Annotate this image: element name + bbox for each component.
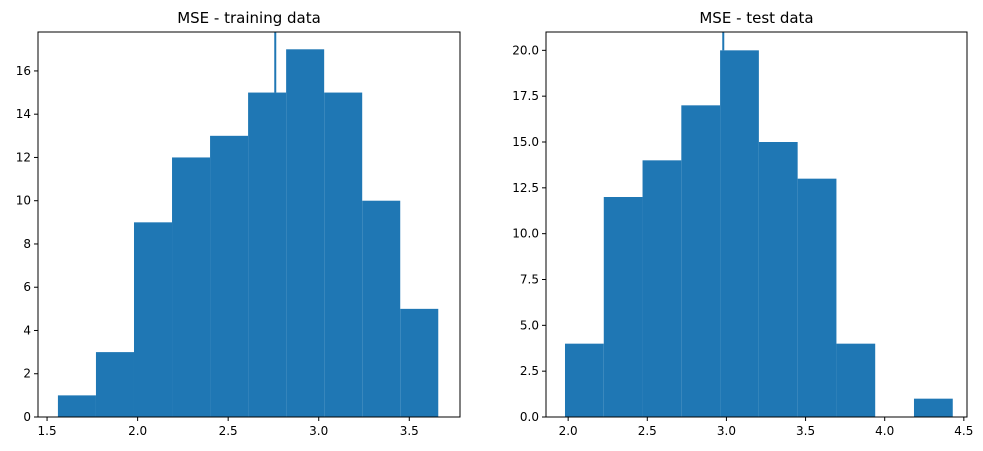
training-bar-6 — [286, 49, 325, 417]
test-bar-3 — [681, 105, 721, 417]
training-xtick-label-0: 1.5 — [38, 424, 57, 438]
training-ytick-label-0: 0 — [23, 410, 31, 424]
test-xtick-label-0: 2.0 — [559, 424, 578, 438]
training-ytick-label-3: 6 — [23, 280, 31, 294]
chart-training: 1.5 2.0 2.5 3.0 3.5 0 2 4 6 8 10 12 14 16 MSE - traini… — [16, 9, 461, 438]
test-xtick-label-1: 2.5 — [638, 424, 657, 438]
test-ytick-label-1: 2.5 — [520, 364, 539, 378]
test-xtick-label-3: 3.5 — [796, 424, 815, 438]
chart-test: 2.0 2.5 3.0 3.5 4.0 4.5 0.0 2.5 5.0 7.5 10.0 12.5 15… — [512, 9, 973, 438]
training-ytick-label-2: 4 — [23, 323, 31, 337]
training-bar-3 — [172, 157, 211, 417]
test-ytick-label-7: 17.5 — [512, 89, 539, 103]
test-ytick-label-0: 0.0 — [520, 410, 539, 424]
test-bar-6 — [797, 178, 837, 417]
test-ytick-label-8: 20.0 — [512, 43, 539, 57]
training-bar-7 — [324, 92, 363, 417]
test-bar-5 — [758, 142, 798, 417]
test-ytick-label-5: 12.5 — [512, 181, 539, 195]
training-bar-4 — [210, 135, 249, 417]
test-ytick-label-3: 7.5 — [520, 273, 539, 287]
test-axes-frame — [545, 31, 968, 418]
test-bar-0 — [564, 343, 604, 417]
training-ytick-label-5: 10 — [16, 194, 31, 208]
training-bar-9 — [400, 308, 439, 417]
training-axes-frame — [37, 31, 461, 418]
training-bar-5 — [248, 92, 287, 417]
training-ytick-label-8: 16 — [16, 64, 31, 78]
test-bar-2 — [642, 160, 682, 418]
test-bar-4 — [720, 50, 759, 417]
training-bar-1 — [95, 352, 134, 417]
test-bar-1 — [603, 197, 643, 417]
training-xtick-label-4: 3.5 — [400, 424, 419, 438]
test-xtick-label-5: 4.5 — [954, 424, 973, 438]
training-bar-2 — [133, 222, 173, 417]
test-bar-9 — [913, 398, 953, 417]
test-bar-7 — [836, 343, 876, 417]
training-bar-8 — [362, 200, 401, 417]
test-xtick-label-4: 4.0 — [875, 424, 894, 438]
training-ytick-label-6: 12 — [16, 150, 31, 164]
training-xtick-label-2: 2.5 — [219, 424, 238, 438]
training-bar-0 — [57, 395, 96, 417]
test-ytick-label-4: 10.0 — [512, 227, 539, 241]
training-xtick-label-3: 3.0 — [309, 424, 328, 438]
training-xtick-label-1: 2.0 — [128, 424, 147, 438]
test-xtick-label-2: 3.0 — [717, 424, 736, 438]
training-ytick-label-1: 2 — [23, 367, 31, 381]
training-chart-title: MSE - training data — [177, 9, 321, 27]
test-chart-title: MSE - test data — [699, 9, 813, 27]
training-ytick-label-7: 14 — [16, 107, 31, 121]
test-ytick-label-6: 15.0 — [512, 135, 539, 149]
test-ytick-label-2: 5.0 — [520, 318, 539, 332]
training-ytick-label-4: 8 — [23, 237, 31, 251]
